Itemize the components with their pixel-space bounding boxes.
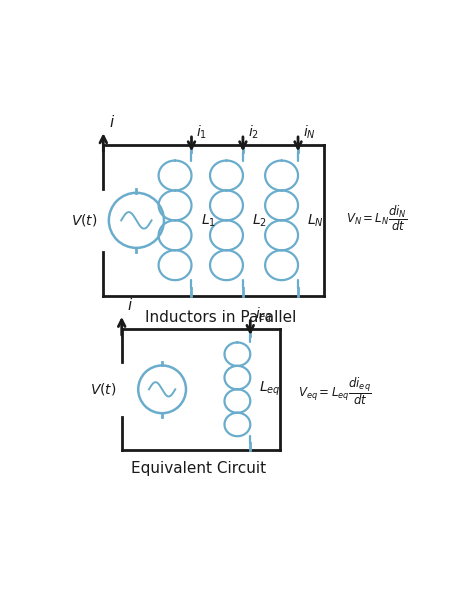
Text: $L_{eq}$: $L_{eq}$ — [259, 380, 281, 398]
Text: $i$: $i$ — [127, 297, 133, 313]
Text: $L_1$: $L_1$ — [201, 212, 216, 229]
Text: $i_N$: $i_N$ — [303, 124, 316, 142]
Text: $i_2$: $i_2$ — [248, 124, 259, 142]
Text: Equivalent Circuit: Equivalent Circuit — [131, 461, 266, 476]
Text: $L_N$: $L_N$ — [307, 212, 324, 229]
Text: Inductors in Parallel: Inductors in Parallel — [145, 310, 297, 325]
Text: $V(t)$: $V(t)$ — [90, 382, 116, 397]
Text: $L_2$: $L_2$ — [252, 212, 267, 229]
Text: $i$: $i$ — [109, 113, 115, 130]
Text: $V(t)$: $V(t)$ — [71, 212, 98, 229]
Text: $i_1$: $i_1$ — [196, 124, 208, 142]
Text: $V_{eq} = L_{eq}\dfrac{di_{eq}}{dt}$: $V_{eq} = L_{eq}\dfrac{di_{eq}}{dt}$ — [298, 375, 372, 407]
Text: $V_N = L_N\dfrac{di_N}{dt}$: $V_N = L_N\dfrac{di_N}{dt}$ — [346, 203, 407, 233]
Text: $i_{eq}$: $i_{eq}$ — [255, 306, 273, 325]
